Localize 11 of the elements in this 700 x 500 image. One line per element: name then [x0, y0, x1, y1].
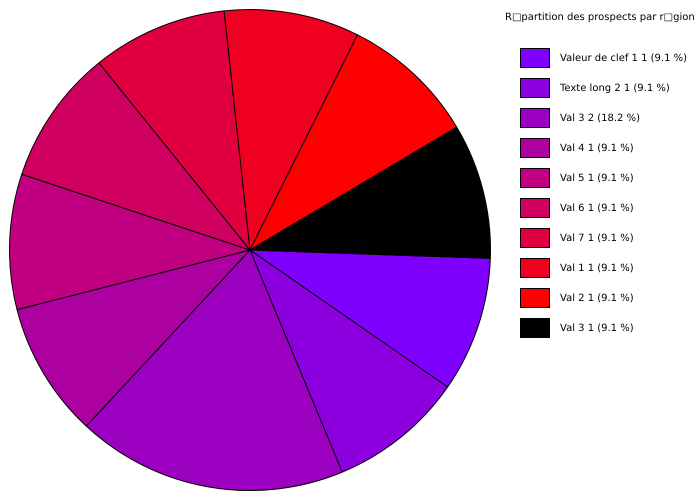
legend-label: Val 7 1 (9.1 %) — [560, 232, 634, 244]
legend-label: Valeur de clef 1 1 (9.1 %) — [560, 52, 688, 64]
legend-label: Val 5 1 (9.1 %) — [560, 172, 634, 184]
legend-label: Val 4 1 (9.1 %) — [560, 142, 634, 154]
legend-title: R□partition des prospects par r□gion — [505, 12, 695, 23]
legend-label: Val 3 2 (18.2 %) — [560, 112, 640, 124]
legend-label: Texte long 2 1 (9.1 %) — [560, 82, 670, 94]
legend-label: Val 1 1 (9.1 %) — [560, 262, 634, 274]
legend-label: Val 2 1 (9.1 %) — [560, 292, 634, 304]
legend-label: Val 6 1 (9.1 %) — [560, 202, 634, 214]
legend-label: Val 3 1 (9.1 %) — [560, 322, 634, 334]
